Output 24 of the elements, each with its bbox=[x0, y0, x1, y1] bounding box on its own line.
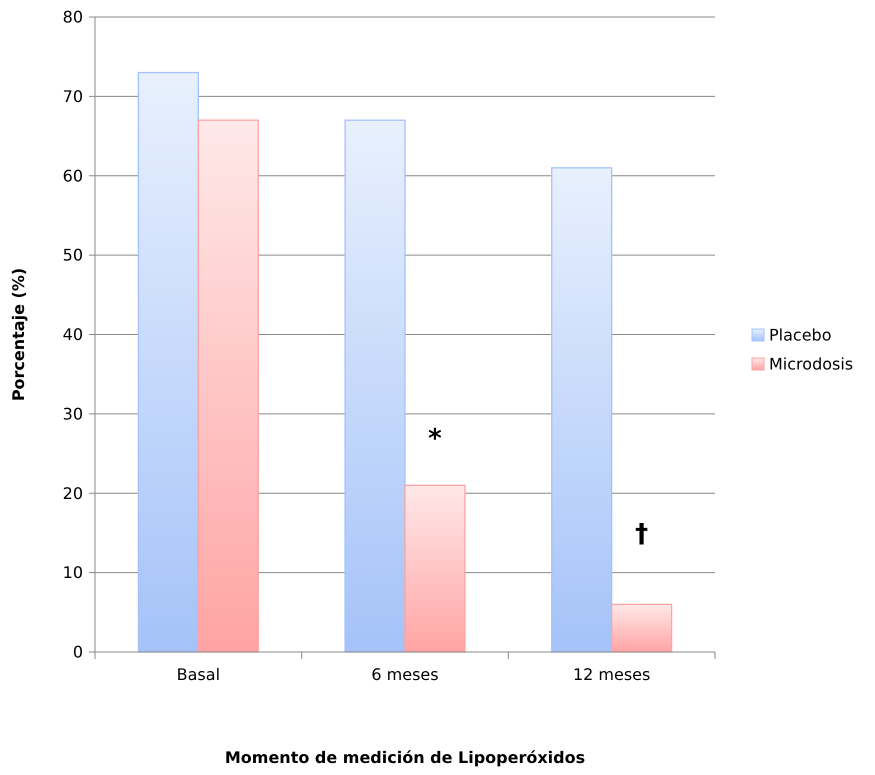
bar bbox=[138, 72, 199, 653]
bar bbox=[404, 484, 466, 653]
x-axis-title: Momento de medición de Lipoperóxidos bbox=[224, 748, 586, 767]
y-tick-label: 60 bbox=[62, 166, 83, 186]
y-tick-label: 80 bbox=[62, 8, 83, 27]
bar bbox=[198, 120, 259, 653]
bar bbox=[551, 167, 612, 653]
y-axis-title: Porcentaje (%) bbox=[9, 268, 28, 402]
annotation: * bbox=[428, 424, 442, 454]
y-tick-label: 50 bbox=[62, 246, 83, 265]
y-tick-label: 0 bbox=[72, 642, 83, 662]
y-tick-label: 70 bbox=[62, 86, 83, 106]
x-tick-label: 12 meses bbox=[572, 665, 650, 684]
x-tick-label: 6 meses bbox=[371, 665, 439, 684]
legend-label: Placebo bbox=[769, 326, 832, 345]
x-tick-label: Basal bbox=[176, 665, 220, 684]
y-tick-label: 10 bbox=[62, 563, 83, 582]
legend-label: Microdosis bbox=[769, 354, 854, 374]
annotation: † bbox=[635, 519, 648, 550]
y-tick-label: 40 bbox=[62, 325, 83, 344]
bar bbox=[611, 604, 672, 653]
y-tick-label: 20 bbox=[62, 484, 83, 503]
bar bbox=[344, 120, 406, 653]
y-tick-label: 30 bbox=[62, 404, 83, 424]
